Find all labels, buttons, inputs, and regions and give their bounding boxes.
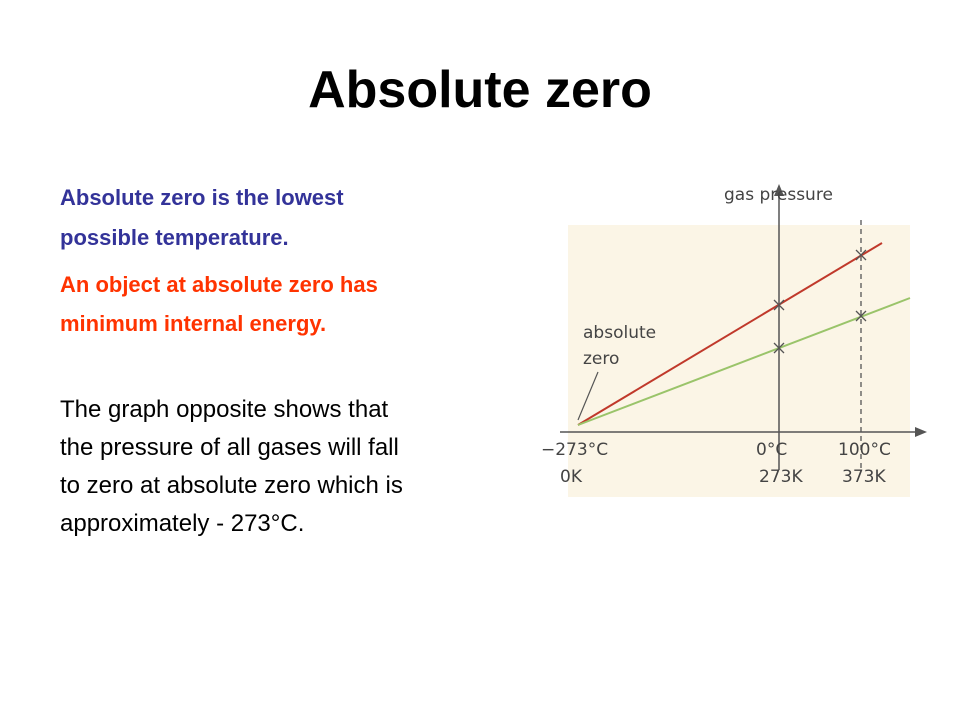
text-line: Absolute zero is the lowest: [60, 185, 344, 210]
annotation: absolute: [583, 323, 656, 343]
text-line: possible temperature.: [60, 225, 289, 250]
data-crosses: [773, 249, 867, 354]
gas-line-green: [577, 297, 911, 426]
gas-line-red: [577, 242, 883, 426]
x-label: −273°C: [541, 440, 608, 460]
paragraph: Absolute zero is the lowest possible tem…: [60, 178, 344, 258]
x-label: 273K: [759, 467, 803, 487]
x-label: 0°C: [756, 440, 787, 460]
axis-arrow: [774, 184, 784, 196]
slide-title: Absolute zero: [308, 61, 652, 119]
figure-background: [568, 225, 910, 497]
text-line: to zero at absolute zero which is: [60, 472, 403, 499]
text-line: The graph opposite shows that: [60, 396, 389, 423]
y-axis-label: gas pressure: [724, 185, 833, 205]
annotation-pointer: [577, 371, 599, 421]
text-line: the pressure of all gases will fall: [60, 434, 399, 461]
x-label: 373K: [842, 467, 886, 487]
x-label: 100°C: [838, 440, 891, 460]
paragraph: The graph opposite shows that the pressu…: [60, 391, 403, 543]
text-line: approximately - 273°C.: [60, 510, 305, 537]
paragraph: An object at absolute zero has minimum i…: [60, 265, 378, 343]
text-line: An object at absolute zero has: [60, 272, 378, 297]
x-label: 0K: [560, 467, 583, 487]
annotation: zero: [583, 349, 619, 369]
text-line: minimum internal energy.: [60, 311, 327, 336]
axis-arrow: [915, 427, 927, 437]
